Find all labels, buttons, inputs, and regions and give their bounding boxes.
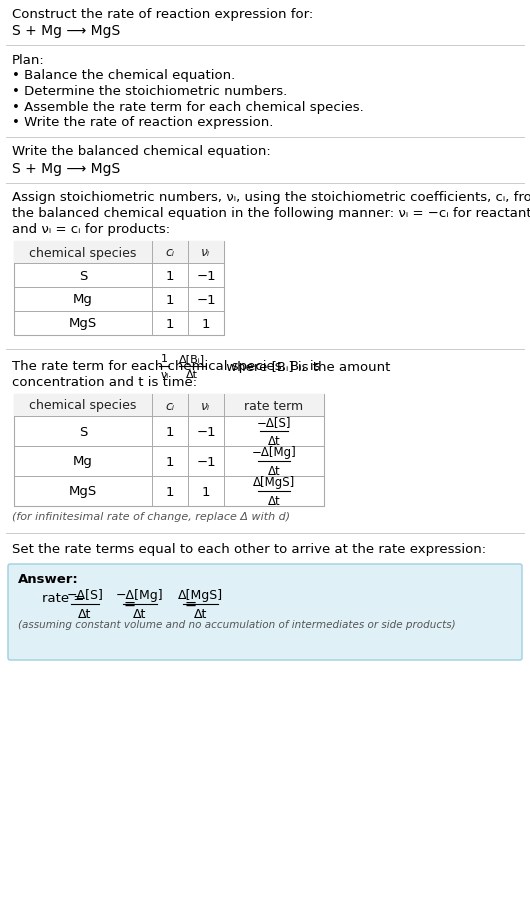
Text: =: = [124,596,136,611]
Text: 1: 1 [161,354,168,364]
Text: the balanced chemical equation in the following manner: νᵢ = −cᵢ for reactants: the balanced chemical equation in the fo… [12,207,530,219]
Text: 1: 1 [166,269,174,282]
Text: −1: −1 [196,293,216,306]
Bar [14,395,324,416]
Text: The rate term for each chemical species, Bᵢ, is: The rate term for each chemical species,… [12,359,325,373]
Text: Δt: Δt [193,607,207,619]
Text: Δt: Δt [78,607,92,619]
Text: −1: −1 [196,269,216,282]
Text: 1: 1 [202,317,210,330]
Text: S: S [79,269,87,282]
Text: νᵢ: νᵢ [201,247,210,259]
Text: Δt: Δt [186,369,198,379]
Text: • Determine the stoichiometric numbers.: • Determine the stoichiometric numbers. [12,85,287,98]
Text: νᵢ: νᵢ [160,369,169,379]
Text: Mg: Mg [73,293,93,306]
FancyBboxPatch shape [8,564,522,660]
Text: (assuming constant volume and no accumulation of intermediates or side products): (assuming constant volume and no accumul… [18,619,456,629]
Text: Construct the rate of reaction expression for:: Construct the rate of reaction expressio… [12,8,313,21]
Text: rate term: rate term [244,399,304,412]
Bar [14,242,224,264]
Text: Δt: Δt [268,464,280,478]
Text: and νᵢ = cᵢ for products:: and νᵢ = cᵢ for products: [12,222,170,236]
Bar [14,242,224,336]
Text: Δt: Δt [268,434,280,448]
Text: =: = [184,596,197,611]
Text: (for infinitesimal rate of change, replace Δ with d): (for infinitesimal rate of change, repla… [12,511,290,521]
Text: • Balance the chemical equation.: • Balance the chemical equation. [12,70,235,82]
Text: • Write the rate of reaction expression.: • Write the rate of reaction expression. [12,116,273,129]
Text: −Δ[Mg]: −Δ[Mg] [252,445,296,459]
Text: S: S [79,425,87,438]
Text: • Assemble the rate term for each chemical species.: • Assemble the rate term for each chemic… [12,100,364,114]
Text: 1: 1 [166,425,174,438]
Text: −Δ[S]: −Δ[S] [257,415,292,429]
Text: rate =: rate = [42,591,89,605]
Text: Δ[MgS]: Δ[MgS] [253,476,295,489]
Text: Mg: Mg [73,455,93,468]
Text: 1: 1 [166,317,174,330]
Text: MgS: MgS [69,485,97,498]
Text: Assign stoichiometric numbers, νᵢ, using the stoichiometric coefficients, cᵢ, fr: Assign stoichiometric numbers, νᵢ, using… [12,191,530,204]
Text: Δ[MgS]: Δ[MgS] [178,588,223,600]
Text: Write the balanced chemical equation:: Write the balanced chemical equation: [12,145,271,158]
Text: S + Mg ⟶ MgS: S + Mg ⟶ MgS [12,24,120,39]
Text: Answer:: Answer: [18,573,79,585]
Text: cᵢ: cᵢ [165,247,174,259]
Text: νᵢ: νᵢ [201,399,210,412]
Text: cᵢ: cᵢ [165,399,174,412]
Text: Plan:: Plan: [12,54,45,67]
Text: 1: 1 [166,485,174,498]
Text: −1: −1 [196,455,216,468]
Text: chemical species: chemical species [29,399,137,412]
Text: where [Bᵢ] is the amount: where [Bᵢ] is the amount [222,359,391,373]
Text: S + Mg ⟶ MgS: S + Mg ⟶ MgS [12,162,120,176]
Text: 1: 1 [166,293,174,306]
Bar [14,395,324,507]
Text: −Δ[Mg]: −Δ[Mg] [116,588,164,600]
Text: Δt: Δt [268,495,280,507]
Text: −Δ[S]: −Δ[S] [67,588,103,600]
Text: Δt: Δt [133,607,146,619]
Text: 1: 1 [202,485,210,498]
Text: Set the rate terms equal to each other to arrive at the rate expression:: Set the rate terms equal to each other t… [12,543,486,556]
Text: 1: 1 [166,455,174,468]
Text: −1: −1 [196,425,216,438]
Text: Δ[Bᵢ]: Δ[Bᵢ] [179,354,205,364]
Text: MgS: MgS [69,317,97,330]
Text: chemical species: chemical species [29,247,137,259]
Text: concentration and t is time:: concentration and t is time: [12,376,197,389]
